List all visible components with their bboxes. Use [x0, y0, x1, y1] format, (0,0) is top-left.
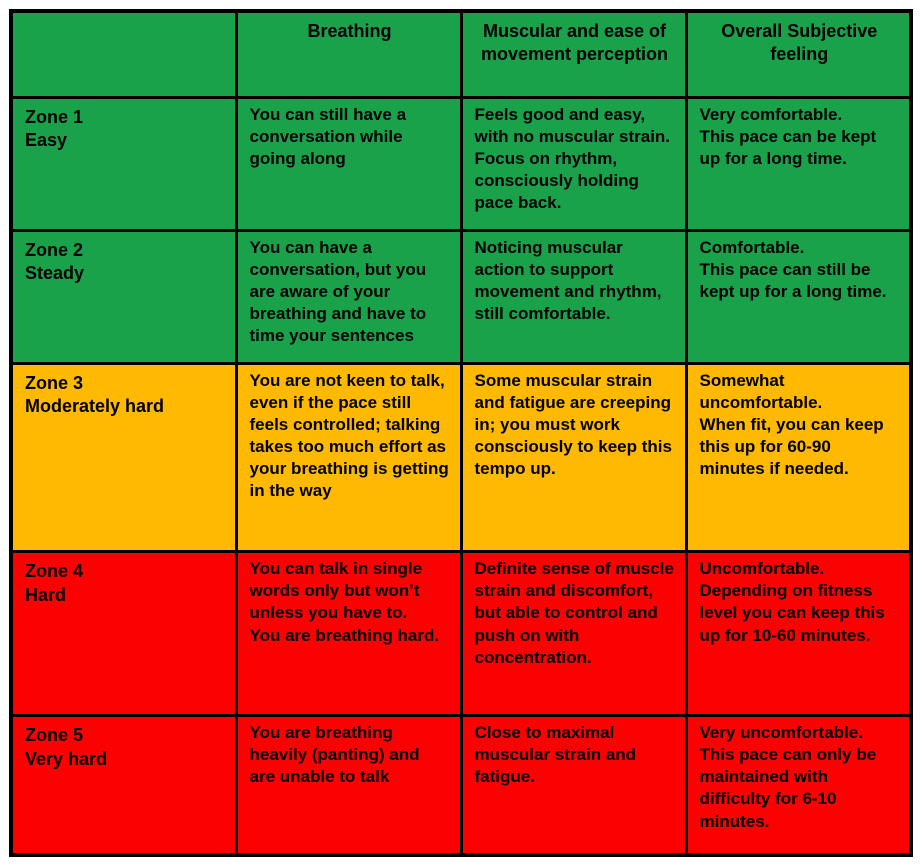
feeling-cell: Somewhat uncomfortable. When fit, you ca…: [684, 361, 913, 554]
header-row: Breathing Muscular and ease of movement …: [9, 9, 913, 99]
breathing-cell: You can still have a conversation while …: [234, 95, 463, 232]
zone-column-header: [9, 9, 238, 99]
zone-label-cell: Zone 1 Easy: [9, 95, 238, 232]
muscular-cell: Definite sense of muscle strain and disc…: [459, 550, 688, 718]
breathing-cell: You are breathing heavily (panting) and …: [234, 714, 463, 857]
zone-3-row: Zone 3 Moderately hard You are not keen …: [9, 361, 913, 554]
zone-label-cell: Zone 3 Moderately hard: [9, 361, 238, 554]
feeling-cell: Very comfortable. This pace can be kept …: [684, 95, 913, 232]
feeling-cell: Very uncomfortable. This pace can only b…: [684, 714, 913, 857]
zone-4-row: Zone 4 Hard You can talk in single words…: [9, 550, 913, 718]
zone-label-cell: Zone 4 Hard: [9, 550, 238, 718]
muscular-column-header: Muscular and ease of movement perception: [459, 9, 688, 99]
breathing-column-header: Breathing: [234, 9, 463, 99]
feeling-column-header: Overall Subjective feeling: [684, 9, 913, 99]
zone-label-cell: Zone 5 Very hard: [9, 714, 238, 857]
muscular-cell: Feels good and easy, with no muscular st…: [459, 95, 688, 232]
feeling-cell: Comfortable. This pace can still be kept…: [684, 228, 913, 365]
muscular-cell: Noticing muscular action to support move…: [459, 228, 688, 365]
muscular-cell: Close to maximal muscular strain and fat…: [459, 714, 688, 857]
zone-2-row: Zone 2 Steady You can have a conversatio…: [9, 228, 913, 365]
muscular-cell: Some muscular strain and fatigue are cre…: [459, 361, 688, 554]
training-zones-table: Breathing Muscular and ease of movement …: [9, 9, 913, 857]
breathing-cell: You can have a conversation, but you are…: [234, 228, 463, 365]
breathing-cell: You can talk in single words only but wo…: [234, 550, 463, 718]
feeling-cell: Uncomfortable. Depending on fitness leve…: [684, 550, 913, 718]
breathing-cell: You are not keen to talk, even if the pa…: [234, 361, 463, 554]
zone-label-cell: Zone 2 Steady: [9, 228, 238, 365]
zone-1-row: Zone 1 Easy You can still have a convers…: [9, 95, 913, 232]
zone-5-row: Zone 5 Very hard You are breathing heavi…: [9, 714, 913, 857]
